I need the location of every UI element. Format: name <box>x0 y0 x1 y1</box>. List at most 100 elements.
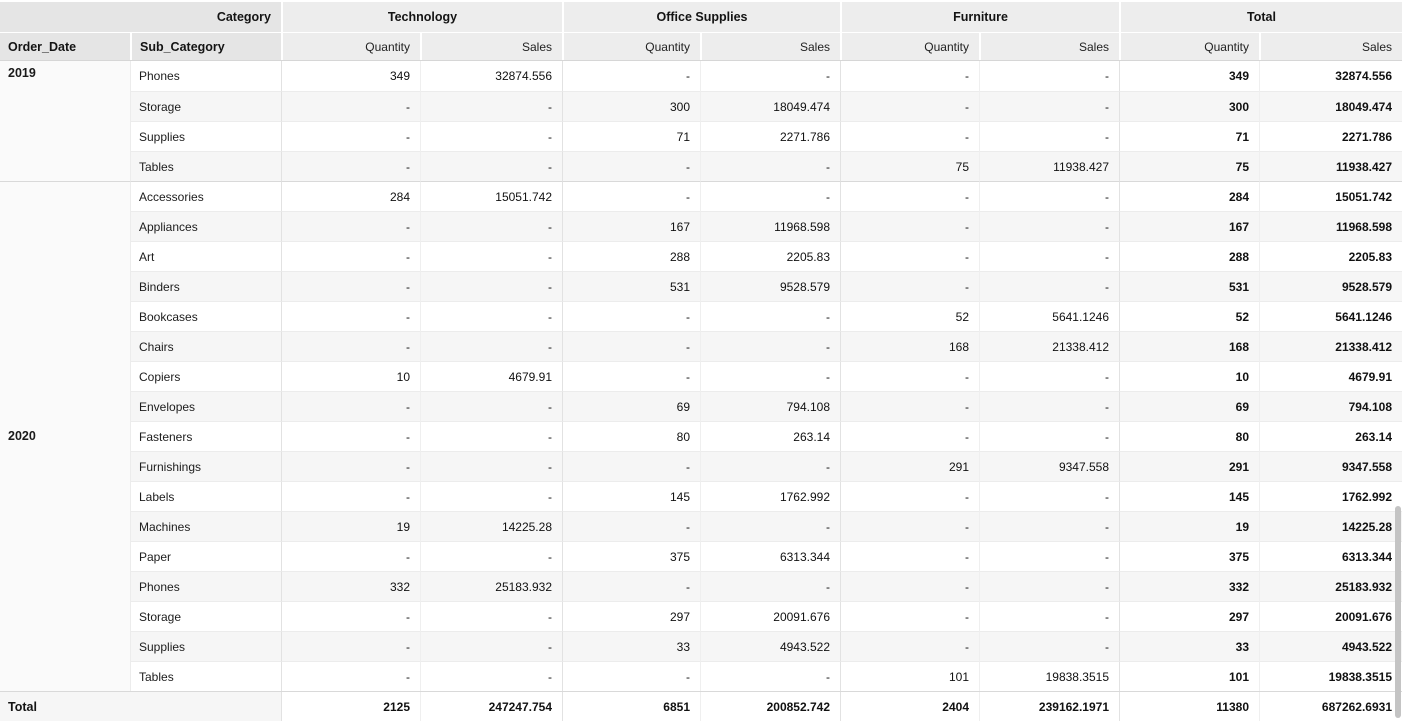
technology-quantity-header[interactable]: Quantity <box>281 33 420 60</box>
value-cell: 15051.742 <box>420 181 562 211</box>
value-cell: 52 <box>840 301 979 331</box>
value-cell: - <box>420 301 562 331</box>
top-spacer <box>0 0 1402 2</box>
value-cell: 69 <box>562 391 700 421</box>
value-cell: 167 <box>1119 211 1259 241</box>
furniture-sales-header[interactable]: Sales <box>979 33 1119 60</box>
sub-category-cell: Appliances <box>130 211 281 241</box>
order-date-header-cell: Order_Date <box>0 33 130 60</box>
order-date-cell <box>0 601 130 631</box>
value-cell: - <box>840 61 979 91</box>
grand-total-value-cell: 247247.754 <box>420 692 562 721</box>
table-row: Phones 349 32874.556- - - -349 32874.556 <box>0 61 1402 91</box>
value-cell: 794.108 <box>1259 391 1402 421</box>
value-cell: - <box>979 361 1119 391</box>
total-quantity-header[interactable]: Quantity <box>1119 33 1259 60</box>
value-cell: 71 <box>562 121 700 151</box>
value-cell: 101 <box>1119 661 1259 691</box>
value-cell: 284 <box>281 181 420 211</box>
order-date-cell <box>0 421 130 451</box>
value-cell: - <box>281 391 420 421</box>
value-cell: - <box>281 661 420 691</box>
value-cell: 291 <box>1119 451 1259 481</box>
sub-category-cell: Labels <box>130 481 281 511</box>
table-row: Paper - -375 6313.344- -375 6313.344 <box>0 541 1402 571</box>
value-cell: - <box>281 601 420 631</box>
sub-category-cell: Bookcases <box>130 301 281 331</box>
value-cell: - <box>840 91 979 121</box>
value-cell: 375 <box>1119 541 1259 571</box>
value-cell: 4679.91 <box>420 361 562 391</box>
total-sales-header[interactable]: Sales <box>1259 33 1402 60</box>
value-cell: - <box>840 571 979 601</box>
header-gap <box>0 32 1402 33</box>
value-cell: - <box>281 211 420 241</box>
vertical-scrollbar-thumb[interactable] <box>1395 506 1401 718</box>
grand-total-value-cell: 6851 <box>562 692 700 721</box>
value-cell: - <box>979 391 1119 421</box>
table-row: Fasteners - -80 263.14- -80 263.14 <box>0 421 1402 451</box>
column-group-header-furniture[interactable]: Furniture <box>840 2 1119 32</box>
order-date-cell <box>0 631 130 661</box>
value-cell: - <box>979 541 1119 571</box>
value-cell: - <box>281 421 420 451</box>
sub-category-cell: Storage <box>130 91 281 121</box>
column-group-header-technology[interactable]: Technology <box>281 2 562 32</box>
table-row: Storage - -300 18049.474- -300 18049.474 <box>0 91 1402 121</box>
value-cell: 6313.344 <box>1259 541 1402 571</box>
order-date-cell <box>0 541 130 571</box>
value-cell: 145 <box>562 481 700 511</box>
value-cell: - <box>420 661 562 691</box>
table-row: Phones 332 25183.932- - - -332 25183.932 <box>0 571 1402 601</box>
value-cell: - <box>281 121 420 151</box>
value-cell: 14225.28 <box>1259 511 1402 541</box>
value-cell: 52 <box>1119 301 1259 331</box>
table-row: Labels - -145 1762.992- -145 1762.992 <box>0 481 1402 511</box>
bottom-spacer <box>0 721 1402 723</box>
value-cell: 25183.932 <box>420 571 562 601</box>
value-cell: 33 <box>1119 631 1259 661</box>
office-supplies-quantity-header[interactable]: Quantity <box>562 33 700 60</box>
order-date-cell <box>0 481 130 511</box>
value-cell: - <box>281 331 420 361</box>
value-cell: 2205.83 <box>700 241 840 271</box>
value-cell: - <box>840 421 979 451</box>
furniture-quantity-header[interactable]: Quantity <box>840 33 979 60</box>
value-cell: 11938.427 <box>979 151 1119 181</box>
table-row: Copiers 10 4679.91- - - -10 4679.91 <box>0 361 1402 391</box>
office-supplies-sales-header[interactable]: Sales <box>700 33 840 60</box>
value-cell: - <box>979 241 1119 271</box>
value-cell: 75 <box>1119 151 1259 181</box>
sub-category-cell: Storage <box>130 601 281 631</box>
value-cell: 168 <box>1119 331 1259 361</box>
table-row: Art - -288 2205.83- -288 2205.83 <box>0 241 1402 271</box>
value-cell: 19838.3515 <box>1259 661 1402 691</box>
value-cell: - <box>700 361 840 391</box>
value-cell: - <box>281 271 420 301</box>
grand-total-value-cell: 2404 <box>840 692 979 721</box>
value-cell: - <box>562 511 700 541</box>
value-cell: - <box>700 511 840 541</box>
value-cell: - <box>840 391 979 421</box>
technology-sales-header[interactable]: Sales <box>420 33 562 60</box>
grand-total-value-cell: 200852.742 <box>700 692 840 721</box>
value-cell: 20091.676 <box>700 601 840 631</box>
value-cell: - <box>840 121 979 151</box>
value-cell: - <box>979 511 1119 541</box>
value-cell: 288 <box>562 241 700 271</box>
sub-category-cell: Copiers <box>130 361 281 391</box>
column-group-header-total[interactable]: Total <box>1119 2 1402 32</box>
sub-category-cell: Tables <box>130 661 281 691</box>
value-cell: 531 <box>1119 271 1259 301</box>
value-cell: 32874.556 <box>420 61 562 91</box>
value-cell: 14225.28 <box>420 511 562 541</box>
value-cell: - <box>281 151 420 181</box>
order-date-cell <box>0 91 130 121</box>
column-group-header-office-supplies[interactable]: Office Supplies <box>562 2 840 32</box>
value-cell: - <box>281 301 420 331</box>
sub-category-cell: Supplies <box>130 121 281 151</box>
value-cell: - <box>420 601 562 631</box>
order-date-cell <box>0 271 130 301</box>
value-cell: - <box>420 421 562 451</box>
